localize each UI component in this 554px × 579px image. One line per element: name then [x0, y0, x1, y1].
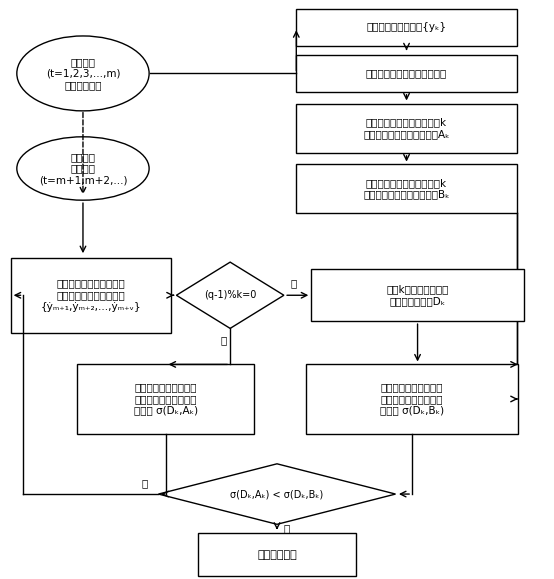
FancyBboxPatch shape [78, 364, 254, 434]
Text: 测量并获得观测数据{yₖ}: 测量并获得观测数据{yₖ} [367, 23, 447, 32]
Polygon shape [158, 464, 396, 525]
Ellipse shape [17, 137, 149, 200]
FancyBboxPatch shape [311, 269, 524, 321]
Text: 计算预测值正常隶属度
集合与正常模糊子集的
贴近度 σ(Dₖ,Aₖ): 计算预测值正常隶属度 集合与正常模糊子集的 贴近度 σ(Dₖ,Aₖ) [134, 382, 198, 416]
Text: 计算预测值正常隶属度
集合与异常模糊子集的
贴近度 σ(Dₖ,Bₖ): 计算预测值正常隶属度 集合与异常模糊子集的 贴近度 σ(Dₖ,Bₖ) [380, 382, 444, 416]
Text: σ(Dₖ,Aₖ) < σ(Dₖ,Bₖ): σ(Dₖ,Aₖ) < σ(Dₖ,Bₖ) [230, 489, 324, 499]
FancyBboxPatch shape [296, 104, 517, 153]
Text: 计算k个连续预测值的
正常隶属度集合Dₖ: 计算k个连续预测值的 正常隶属度集合Dₖ [386, 284, 449, 306]
FancyBboxPatch shape [198, 533, 356, 576]
Text: 依据状态空间模型和粒子
滤波算法，计算预测序列
{ẏₘ₊₁,ẏₘ₊₂,...,ẏₘ₊ᵥ}: 依据状态空间模型和粒子 滤波算法，计算预测序列 {ẏₘ₊₁,ẏₘ₊₂,...,ẏ… [40, 278, 141, 312]
Ellipse shape [17, 36, 149, 111]
Text: 预报出现故障: 预报出现故障 [257, 549, 297, 559]
Text: 是: 是 [290, 278, 296, 288]
Text: 是: 是 [284, 523, 290, 534]
Text: 否: 否 [142, 478, 148, 488]
Text: (q-1)%k=0: (q-1)%k=0 [204, 290, 257, 301]
Text: 依据正常隶属度函数计算前k
个连续数据的正常模糊子集Aₖ: 依据正常隶属度函数计算前k 个连续数据的正常模糊子集Aₖ [363, 118, 450, 139]
Polygon shape [176, 262, 284, 328]
FancyBboxPatch shape [296, 54, 517, 92]
FancyBboxPatch shape [296, 164, 517, 213]
FancyBboxPatch shape [306, 364, 518, 434]
Text: 初始阶段
(t=1,2,3,...,m)
系统健康运行: 初始阶段 (t=1,2,3,...,m) 系统健康运行 [46, 57, 120, 90]
Text: 否: 否 [220, 336, 227, 346]
FancyBboxPatch shape [296, 9, 517, 46]
Text: 系统继续
运行阶段
(t=m+1,m+2,...): 系统继续 运行阶段 (t=m+1,m+2,...) [39, 152, 127, 185]
Text: 计算观测数据的均值和标准差: 计算观测数据的均值和标准差 [366, 68, 447, 78]
Text: 依据异常隶属度函数计算前k
个连续数据的异常模糊子集Bₖ: 依据异常隶属度函数计算前k 个连续数据的异常模糊子集Bₖ [363, 178, 450, 199]
FancyBboxPatch shape [11, 258, 171, 333]
